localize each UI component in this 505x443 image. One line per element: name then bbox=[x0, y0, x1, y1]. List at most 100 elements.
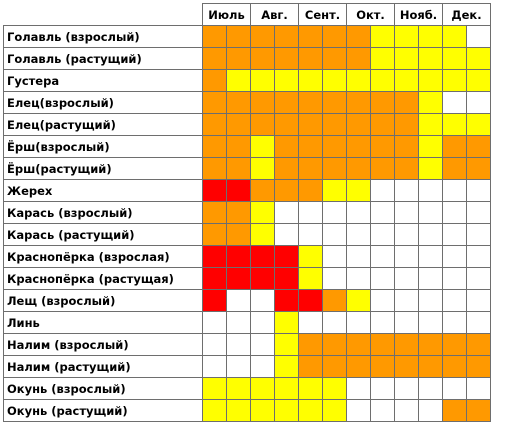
activity-cell-fair bbox=[370, 47, 395, 70]
activity-cell-none bbox=[466, 223, 491, 246]
species-name: Окунь (взрослый) bbox=[3, 377, 203, 400]
activity-cell-fair bbox=[226, 377, 251, 400]
activity-cell-none bbox=[394, 201, 419, 224]
activity-cell-good bbox=[394, 333, 419, 356]
table-row: Елец(растущий) bbox=[3, 113, 491, 136]
month-header: Нояб. bbox=[394, 3, 443, 26]
activity-cell-good bbox=[394, 157, 419, 180]
activity-cell-none bbox=[466, 267, 491, 290]
activity-cell-peak bbox=[226, 267, 251, 290]
activity-cell-good bbox=[298, 157, 323, 180]
activity-cell-good bbox=[394, 91, 419, 114]
species-name: Краснопёрка (растущая) bbox=[3, 267, 203, 290]
activity-cell-fair bbox=[394, 69, 419, 92]
activity-cell-none bbox=[442, 179, 467, 202]
activity-cell-none bbox=[394, 377, 419, 400]
activity-cell-good bbox=[250, 47, 275, 70]
activity-cell-none bbox=[418, 201, 443, 224]
table-row: Карась (растущий) bbox=[3, 223, 491, 246]
activity-cell-good bbox=[298, 25, 323, 48]
activity-cell-none bbox=[442, 223, 467, 246]
activity-cell-none bbox=[466, 91, 491, 114]
activity-cell-peak bbox=[226, 245, 251, 268]
activity-cell-fair bbox=[466, 47, 491, 70]
activity-cell-good bbox=[466, 399, 491, 422]
activity-cell-none bbox=[442, 91, 467, 114]
activity-cell-none bbox=[226, 355, 251, 378]
activity-cell-good bbox=[322, 289, 347, 312]
activity-cell-peak bbox=[274, 267, 299, 290]
month-header: Авг. bbox=[250, 3, 299, 26]
activity-cell-none bbox=[226, 311, 251, 334]
activity-cell-good bbox=[202, 223, 227, 246]
activity-cell-fair bbox=[298, 267, 323, 290]
activity-cell-none bbox=[442, 245, 467, 268]
activity-cell-good bbox=[322, 355, 347, 378]
activity-cell-none bbox=[418, 179, 443, 202]
activity-cell-good bbox=[346, 135, 371, 158]
activity-cell-good bbox=[226, 201, 251, 224]
activity-cell-none bbox=[370, 245, 395, 268]
activity-cell-good bbox=[226, 91, 251, 114]
activity-cell-fair bbox=[442, 69, 467, 92]
activity-cell-good bbox=[346, 333, 371, 356]
activity-cell-good bbox=[226, 25, 251, 48]
activity-cell-fair bbox=[202, 377, 227, 400]
corner-cell bbox=[3, 3, 203, 26]
activity-cell-none bbox=[370, 311, 395, 334]
activity-cell-none bbox=[466, 311, 491, 334]
activity-cell-none bbox=[346, 377, 371, 400]
activity-cell-fair bbox=[418, 157, 443, 180]
activity-cell-none bbox=[370, 201, 395, 224]
activity-cell-good bbox=[322, 157, 347, 180]
activity-cell-good bbox=[202, 201, 227, 224]
activity-cell-none bbox=[370, 179, 395, 202]
month-header-row: Июль Авг. Сент. Окт. Нояб. Дек. bbox=[3, 3, 491, 26]
activity-cell-none bbox=[418, 289, 443, 312]
activity-cell-good bbox=[466, 355, 491, 378]
activity-cell-none bbox=[202, 355, 227, 378]
month-header: Июль bbox=[202, 3, 251, 26]
activity-cell-good bbox=[466, 157, 491, 180]
activity-cell-good bbox=[418, 333, 443, 356]
activity-cell-none bbox=[418, 245, 443, 268]
species-name: Окунь (растущий) bbox=[3, 399, 203, 422]
activity-cell-good bbox=[466, 333, 491, 356]
activity-cell-fair bbox=[346, 289, 371, 312]
month-header: Окт. bbox=[346, 3, 395, 26]
activity-cell-fair bbox=[442, 25, 467, 48]
activity-cell-none bbox=[250, 355, 275, 378]
activity-cell-good bbox=[202, 135, 227, 158]
activity-cell-fair bbox=[394, 47, 419, 70]
activity-cell-good bbox=[298, 91, 323, 114]
activity-cell-fair bbox=[346, 179, 371, 202]
activity-cell-good bbox=[274, 157, 299, 180]
activity-cell-good bbox=[298, 135, 323, 158]
activity-cell-fair bbox=[226, 399, 251, 422]
activity-cell-good bbox=[394, 113, 419, 136]
activity-cell-none bbox=[418, 223, 443, 246]
table-row: Линь bbox=[3, 311, 491, 334]
activity-cell-good bbox=[226, 157, 251, 180]
activity-cell-fair bbox=[346, 69, 371, 92]
activity-cell-good bbox=[394, 355, 419, 378]
activity-cell-good bbox=[202, 91, 227, 114]
activity-cell-fair bbox=[394, 25, 419, 48]
activity-cell-none bbox=[394, 179, 419, 202]
activity-cell-none bbox=[250, 311, 275, 334]
activity-cell-good bbox=[322, 47, 347, 70]
activity-cell-none bbox=[274, 201, 299, 224]
activity-cell-good bbox=[298, 179, 323, 202]
activity-cell-none bbox=[322, 223, 347, 246]
activity-cell-none bbox=[370, 223, 395, 246]
activity-cell-peak bbox=[250, 245, 275, 268]
activity-cell-good bbox=[274, 47, 299, 70]
activity-cell-none bbox=[418, 311, 443, 334]
activity-cell-none bbox=[346, 399, 371, 422]
table-row: Голавль (растущий) bbox=[3, 47, 491, 70]
activity-cell-none bbox=[346, 245, 371, 268]
activity-cell-none bbox=[394, 267, 419, 290]
activity-cell-fair bbox=[298, 245, 323, 268]
activity-cell-good bbox=[322, 25, 347, 48]
activity-cell-none bbox=[202, 311, 227, 334]
